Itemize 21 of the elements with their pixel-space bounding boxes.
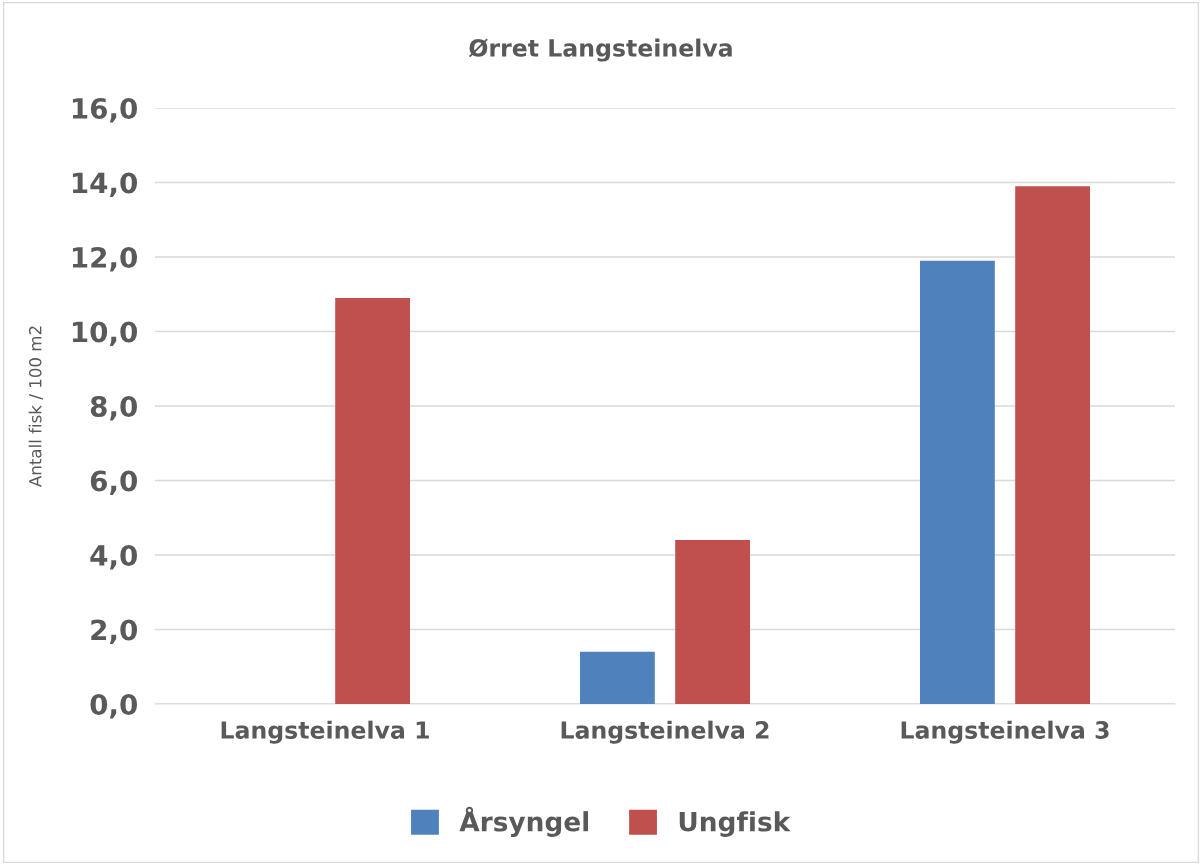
bar [1015, 186, 1090, 704]
y-tick-label: 0,0 [90, 693, 138, 719]
y-tick-label: 2,0 [91, 619, 138, 644]
y-tick-label: 16,0 [72, 97, 138, 123]
y-tick-label: 10,0 [72, 321, 138, 346]
chart-title: Ørret Langsteinelva [468, 38, 732, 62]
y-tick-label: 6,0 [90, 470, 138, 495]
y-tick-label: 12,0 [72, 246, 138, 272]
bar [335, 297, 410, 704]
x-tick-label: Langsteinelva 3 [901, 720, 1109, 744]
y-tick-label: 4,0 [90, 544, 138, 570]
legend-label: Ungfisk [679, 811, 791, 837]
legend-label: Årsyngel [459, 806, 589, 837]
x-tick-label: Langsteinelva 2 [561, 720, 769, 744]
x-tick-label: Langsteinelva 1 [221, 720, 429, 744]
bar [580, 651, 655, 704]
y-tick-label: 8,0 [90, 395, 138, 421]
bar [920, 260, 995, 704]
y-tick-label: 14,0 [72, 172, 138, 197]
y-axis-title: Antall fisk / 100 m2 [28, 326, 43, 487]
bar [675, 540, 750, 704]
